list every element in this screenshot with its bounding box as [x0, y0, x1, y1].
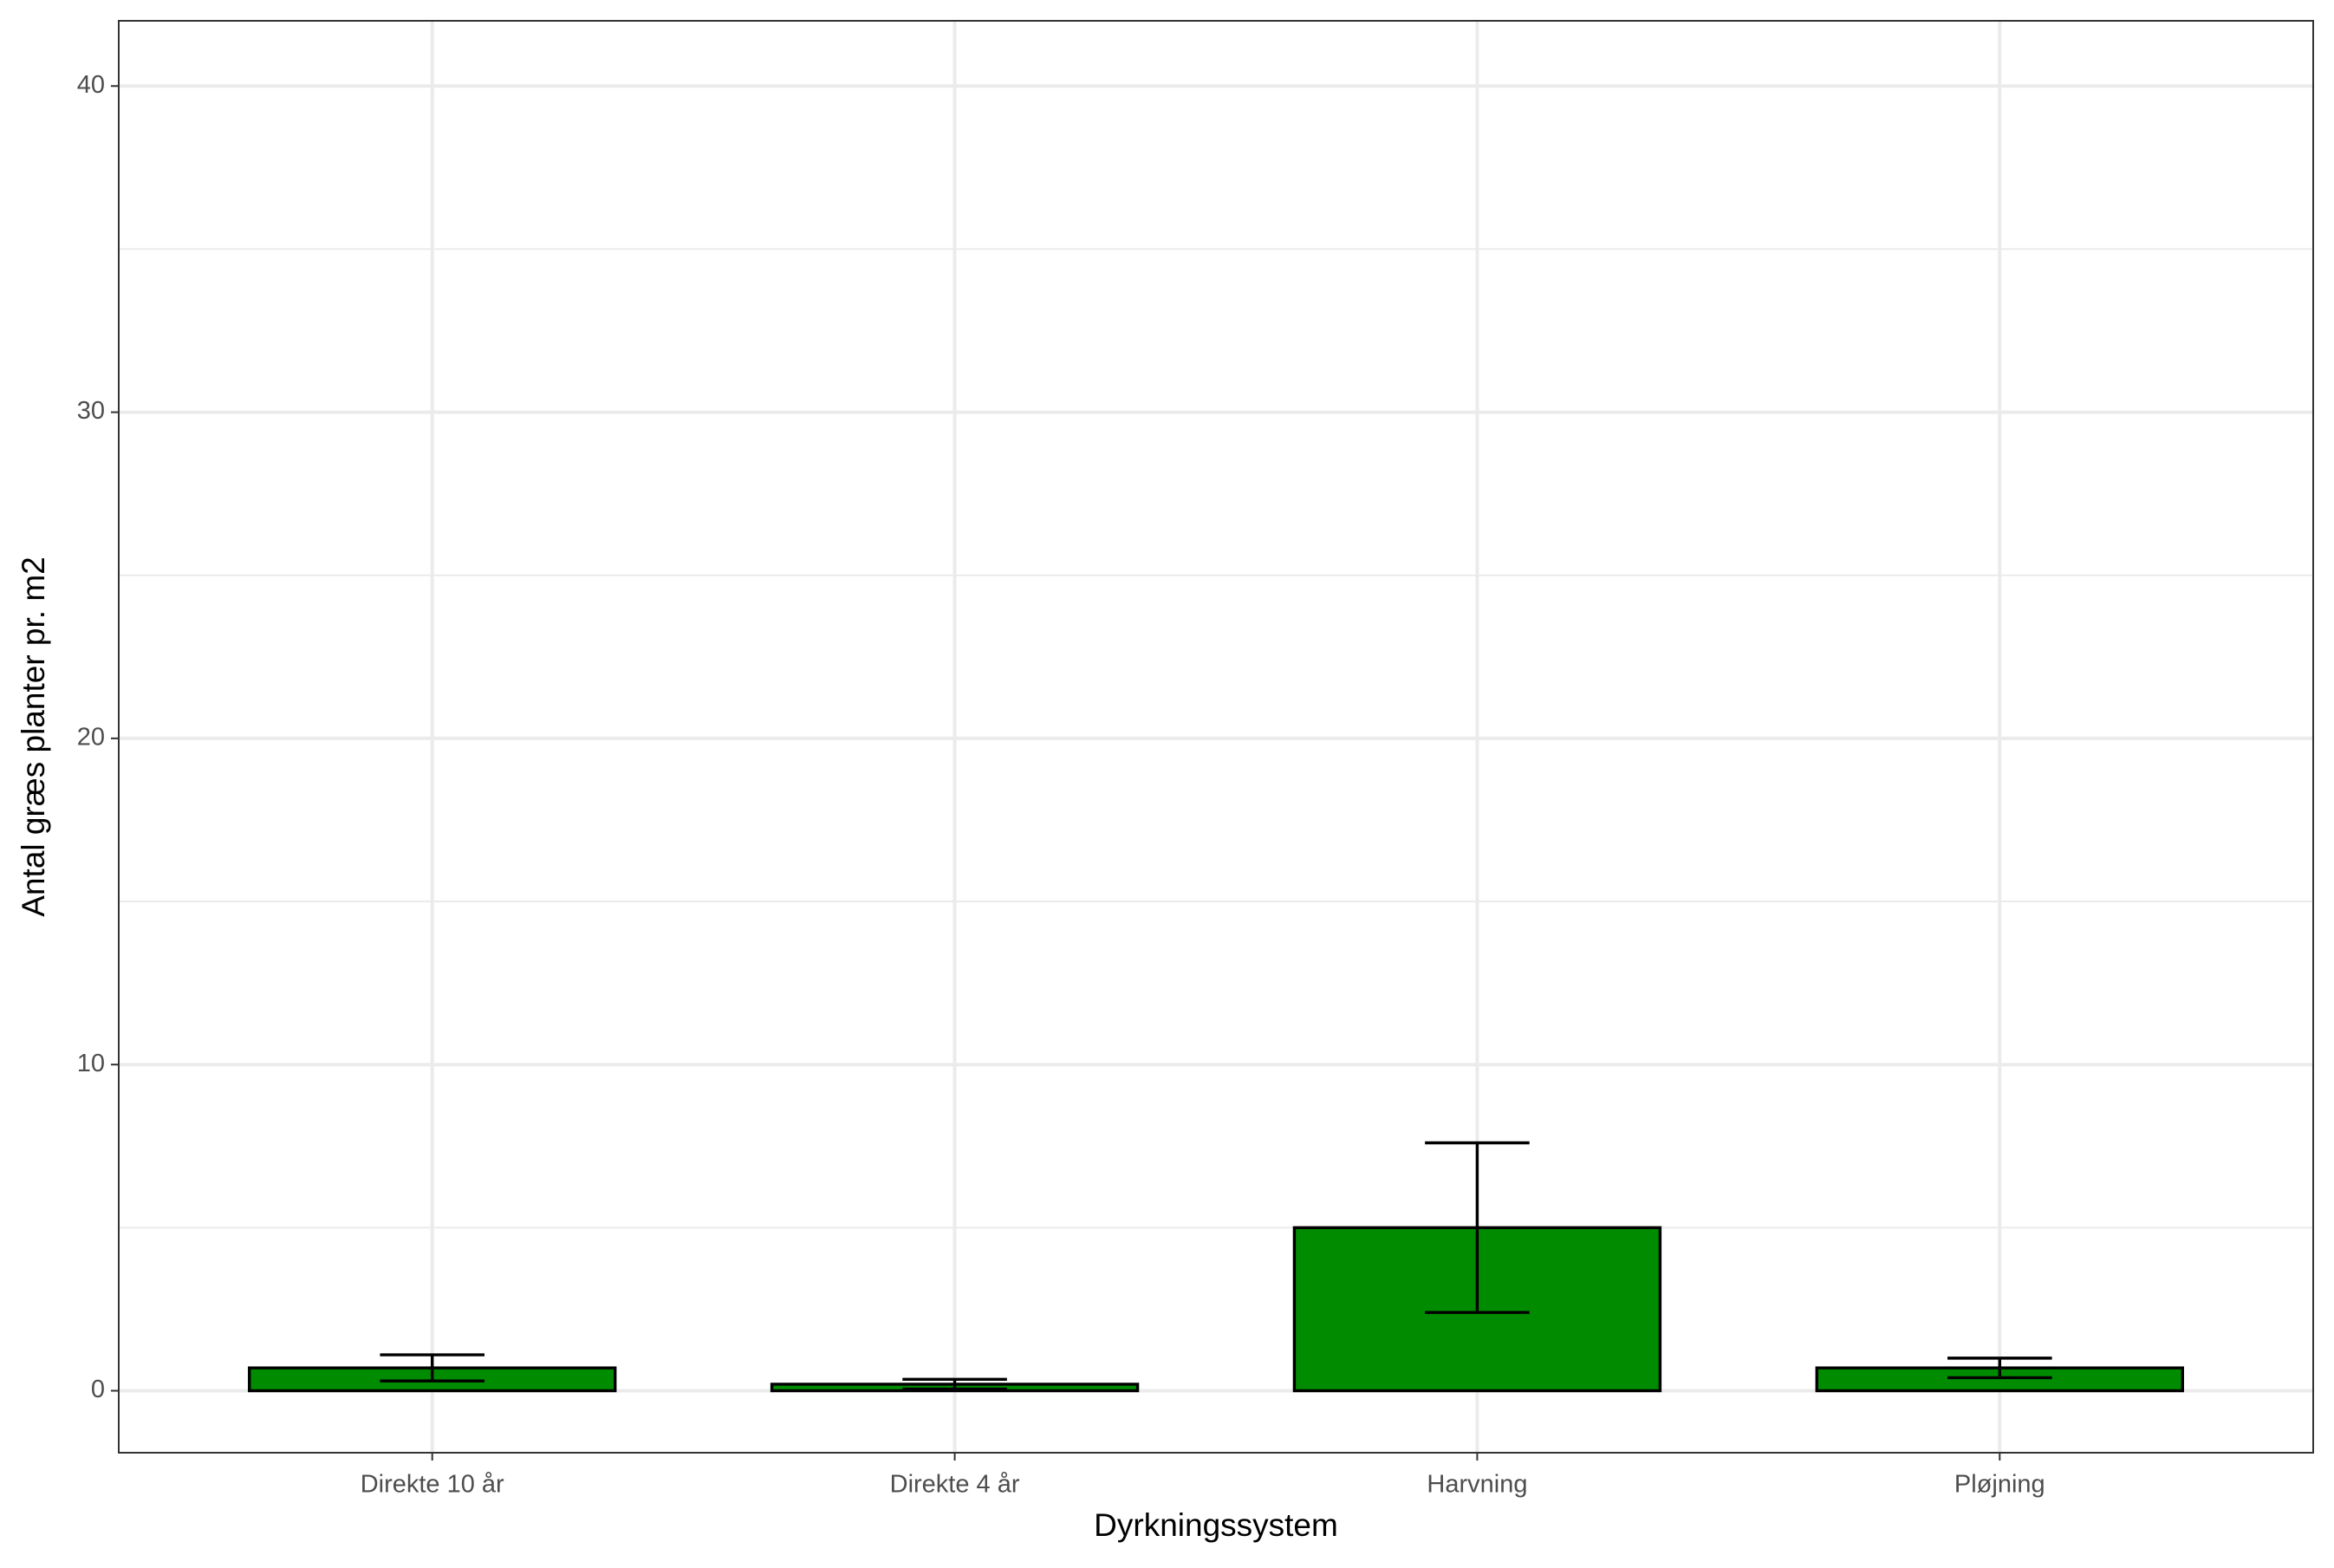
y-axis-title: Antal græs planter pr. m2	[16, 556, 51, 916]
x-tick-label: Pløjning	[1954, 1471, 2045, 1499]
y-tick-label: 0	[91, 1376, 105, 1403]
y-tick-label: 40	[77, 71, 105, 99]
y-tick-label: 20	[77, 724, 105, 751]
plot-border	[118, 20, 2314, 1454]
x-axis-title: Dyrkningssystem	[1094, 1507, 1338, 1543]
x-tick-label: Direkte 4 år	[890, 1471, 1020, 1499]
y-tick-label: 10	[77, 1050, 105, 1077]
y-tick-label: 30	[77, 397, 105, 425]
x-tick-label: Direkte 10 år	[361, 1471, 504, 1499]
bar	[1815, 1366, 2184, 1393]
error-bar	[380, 1353, 484, 1383]
error-bar	[1947, 1357, 2052, 1380]
x-tick-label: Harvning	[1427, 1471, 1527, 1499]
error-bar	[902, 1377, 1007, 1391]
error-bar	[1425, 1141, 1530, 1314]
